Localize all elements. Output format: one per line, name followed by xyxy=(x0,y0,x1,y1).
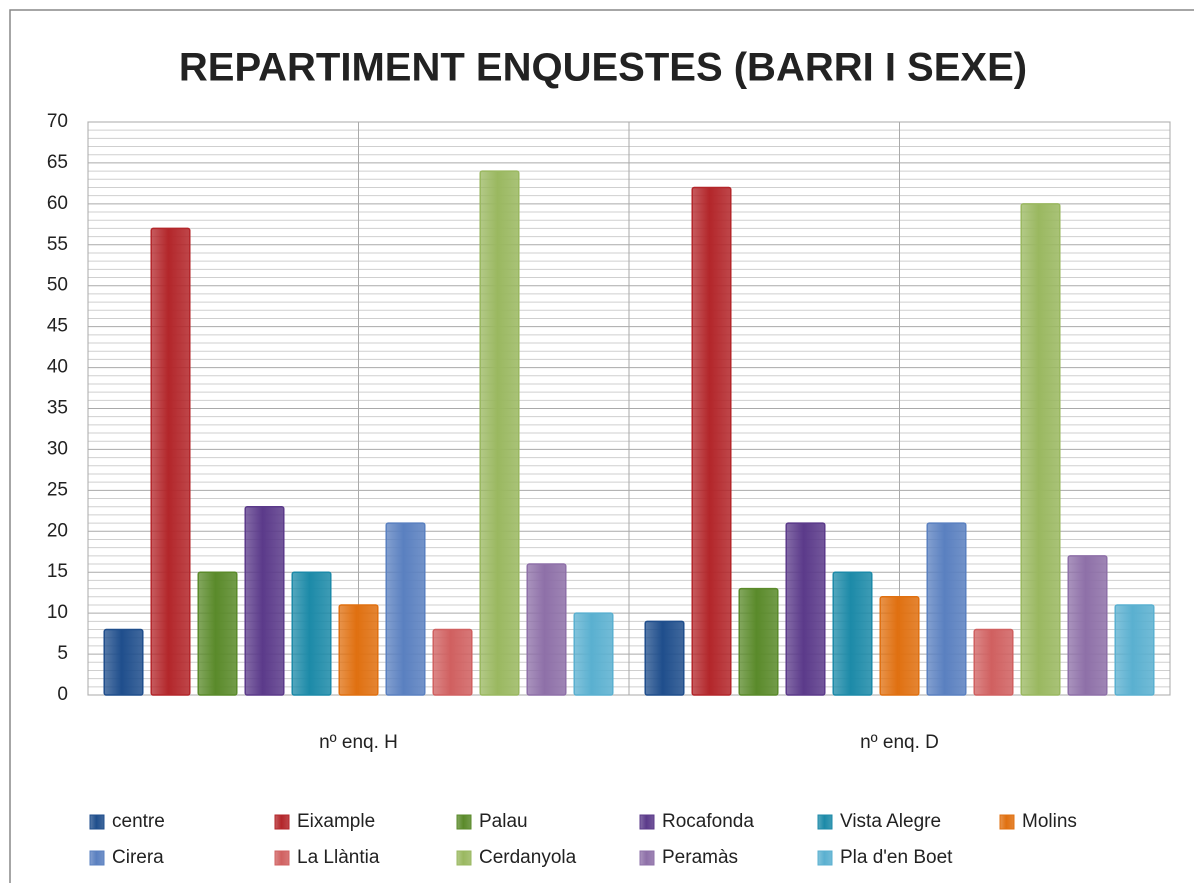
y-tick-label: 15 xyxy=(47,561,68,582)
y-tick-label: 40 xyxy=(47,357,68,378)
y-tick-label: 25 xyxy=(47,479,68,500)
legend-swatch xyxy=(639,814,655,830)
bar xyxy=(197,571,238,696)
legend-label: Vista Alegre xyxy=(840,811,941,832)
bar xyxy=(785,522,826,696)
legend-label: centre xyxy=(112,811,165,832)
legend-label: Cirera xyxy=(112,847,164,868)
y-tick-label: 5 xyxy=(57,643,68,664)
legend-label: Peramàs xyxy=(662,847,738,868)
bar xyxy=(973,628,1014,696)
legend-label: La Llàntia xyxy=(297,847,380,868)
y-tick-label: 35 xyxy=(47,398,68,419)
bar xyxy=(526,563,567,696)
y-tick-label: 30 xyxy=(47,438,68,459)
legend-label: Molins xyxy=(1022,811,1077,832)
legend-swatch xyxy=(89,814,105,830)
bar xyxy=(150,227,191,696)
legend-swatch xyxy=(456,814,472,830)
bar xyxy=(926,522,967,696)
y-tick-label: 20 xyxy=(47,520,68,541)
legend-swatch xyxy=(817,814,833,830)
bar xyxy=(385,522,426,696)
y-tick-label: 65 xyxy=(47,152,68,173)
bar xyxy=(244,505,285,696)
legend-swatch xyxy=(999,814,1015,830)
bar xyxy=(738,587,779,696)
x-tick-label: nº enq. H xyxy=(319,732,398,753)
bar xyxy=(338,604,379,696)
legend-swatch xyxy=(639,850,655,866)
y-tick-label: 10 xyxy=(47,602,68,623)
y-tick-label: 0 xyxy=(57,684,68,705)
bar xyxy=(644,620,685,696)
bar xyxy=(832,571,873,696)
y-tick-label: 45 xyxy=(47,316,68,337)
bar xyxy=(1114,604,1155,696)
bar xyxy=(1020,203,1061,696)
y-tick-label: 60 xyxy=(47,193,68,214)
y-tick-label: 70 xyxy=(47,111,68,132)
y-tick-label: 55 xyxy=(47,234,68,255)
bar xyxy=(573,612,614,696)
bar xyxy=(432,628,473,696)
bar xyxy=(103,628,144,696)
legend-swatch xyxy=(817,850,833,866)
bar xyxy=(691,186,732,696)
bar xyxy=(479,170,520,696)
legend-label: Rocafonda xyxy=(662,811,754,832)
legend-swatch xyxy=(456,850,472,866)
y-tick-label: 50 xyxy=(47,275,68,296)
bar xyxy=(291,571,332,696)
legend-swatch xyxy=(89,850,105,866)
legend-label: Cerdanyola xyxy=(479,847,577,868)
legend-swatch xyxy=(274,814,290,830)
bar xyxy=(1067,555,1108,696)
x-tick-label: nº enq. D xyxy=(860,732,939,753)
bar xyxy=(879,596,920,696)
legend-label: Pla d'en Boet xyxy=(840,847,953,868)
legend-label: Eixample xyxy=(297,811,375,832)
chart-title: REPARTIMENT ENQUESTES (BARRI I SEXE) xyxy=(179,46,1027,90)
legend-label: Palau xyxy=(479,811,528,832)
legend-swatch xyxy=(274,850,290,866)
